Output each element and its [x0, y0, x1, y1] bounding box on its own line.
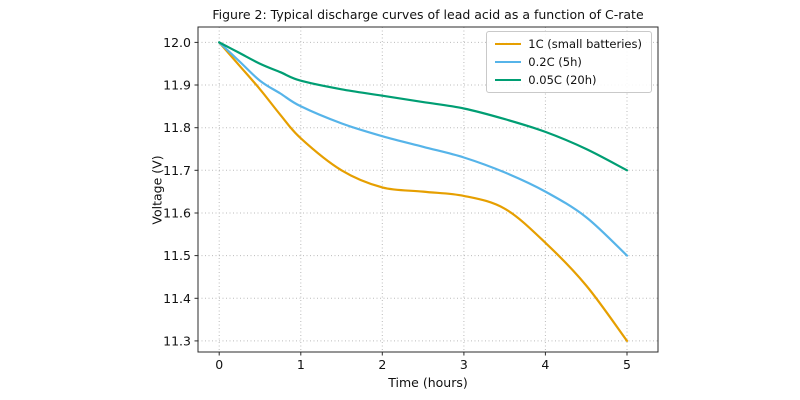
legend-item: 0.2C (5h) [495, 55, 642, 69]
y-axis-label: Voltage (V) [149, 155, 165, 225]
y-tick-label: 11.6 [163, 206, 191, 221]
legend-line-swatch [495, 79, 522, 81]
x-axis-label: Time (hours) [388, 375, 468, 390]
legend-label: 1C (small batteries) [528, 37, 642, 51]
x-tick-label: 0 [215, 357, 223, 372]
y-tick-label: 12.0 [163, 35, 191, 50]
y-tick-label: 11.4 [163, 291, 191, 306]
x-tick-label: 3 [460, 357, 468, 372]
legend: 1C (small batteries) 0.2C (5h) 0.05C (20h) [486, 31, 652, 93]
y-tick-label: 11.9 [163, 78, 191, 93]
series-line-2 [218, 41, 629, 172]
legend-line-swatch [495, 43, 522, 45]
legend-line-swatch [495, 61, 522, 63]
y-tick-label: 11.7 [163, 163, 191, 178]
x-tick-label: 5 [623, 357, 631, 372]
legend-item: 1C (small batteries) [495, 37, 642, 51]
axes-frame [197, 26, 659, 353]
x-tick-label: 4 [541, 357, 549, 372]
series-line-1 [218, 41, 629, 257]
x-tick-label: 1 [297, 357, 305, 372]
legend-label: 0.2C (5h) [528, 55, 582, 69]
legend-label: 0.05C (20h) [528, 73, 597, 87]
chart-title: Figure 2: Typical discharge curves of le… [212, 7, 644, 22]
y-tick-label: 11.5 [163, 248, 191, 263]
legend-item: 0.05C (20h) [495, 73, 642, 87]
series-line-0 [218, 41, 629, 342]
y-tick-label: 11.3 [163, 333, 191, 348]
y-tick-label: 11.8 [163, 120, 191, 135]
x-tick-label: 2 [378, 357, 386, 372]
